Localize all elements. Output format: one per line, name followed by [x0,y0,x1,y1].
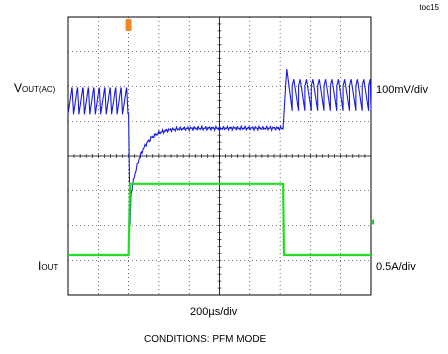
vout-label: VOUT(AC) [14,82,55,94]
vout-trace [67,69,372,226]
trigger-marker-shape [125,19,132,31]
trigger-marker [125,19,132,31]
iout-label: IOUT [38,260,58,272]
iout-label-sub: OUT [41,263,59,272]
level-marker-shape [370,219,374,226]
grid [67,16,372,296]
x-axis-label: 200µs/div [190,306,238,318]
level-marker [370,219,374,226]
iout-trace [68,182,371,257]
vout-label-sub: OUT(AC) [22,85,56,94]
iout-label-main: I [38,259,42,273]
figure-tag: toc15 [419,3,439,12]
vout-label-main: V [14,81,23,95]
iout-scale: 0.5A/div [376,261,416,273]
caption: CONDITIONS: PFM MODE [144,334,267,345]
plot-frame [67,16,372,296]
vout-scale: 100mV/div [376,84,428,96]
